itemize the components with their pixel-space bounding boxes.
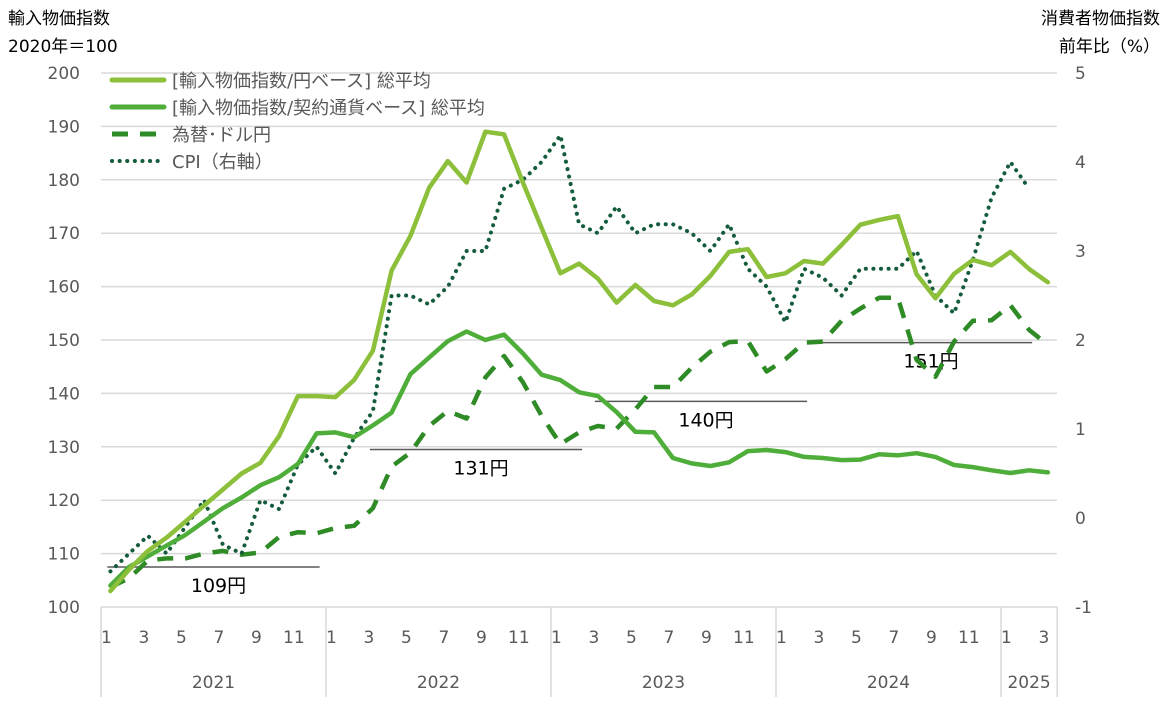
month-tick-label: 3 [138, 628, 149, 648]
right-tick-label: 0 [1075, 509, 1086, 529]
month-tick-label: 5 [176, 628, 187, 648]
left-tick-label: 100 [48, 598, 80, 618]
series-line-2 [109, 295, 1050, 590]
left-tick-label: 200 [48, 64, 80, 84]
average-rate-label: 109円 [191, 575, 246, 597]
average-rate-label: 151円 [903, 351, 958, 373]
right-axis-title-line1: 消費者物価指数 [1041, 9, 1160, 29]
month-tick-label: 3 [813, 628, 824, 648]
average-rate-label: 140円 [678, 409, 733, 431]
month-tick-label: 11 [283, 628, 305, 648]
month-tick-label: 7 [663, 628, 674, 648]
right-tick-label: 1 [1075, 420, 1086, 440]
right-tick-label: 2 [1075, 331, 1086, 351]
month-tick-label: 1 [1001, 628, 1012, 648]
left-tick-label: 160 [48, 278, 80, 298]
month-tick-label: 7 [438, 628, 449, 648]
month-tick-label: 7 [888, 628, 899, 648]
legend-label: [輸入物価指数/契約通貨ベース] 総平均 [172, 98, 485, 119]
left-axis-ticks: 200 190 180 170 160 150 140 130 120 110 100 [48, 64, 80, 618]
month-tick-label: 11 [733, 628, 755, 648]
year-label: 2021 [192, 673, 235, 693]
legend-label: [輸入物価指数/円ベース] 総平均 [172, 71, 431, 92]
month-tick-label: 9 [701, 628, 712, 648]
month-tick-label: 9 [251, 628, 262, 648]
left-tick-label: 170 [48, 224, 80, 244]
month-tick-label: 7 [213, 628, 224, 648]
right-axis-title-line2: 前年比（%） [1059, 37, 1160, 57]
left-axis-title-line1: 輸入物価指数 [8, 9, 110, 29]
year-label: 2025 [1007, 673, 1050, 693]
right-tick-label: 3 [1075, 242, 1086, 262]
right-tick-label: 4 [1075, 153, 1086, 173]
year-label: 2024 [867, 673, 910, 693]
left-tick-label: 140 [48, 384, 80, 404]
left-axis-title-line2: 2020年＝100 [8, 37, 118, 57]
month-tick-label: 11 [958, 628, 980, 648]
legend-label: 為替･ドル円 [172, 125, 271, 146]
gridlines [101, 72, 1057, 608]
left-tick-label: 190 [48, 117, 80, 137]
series-line-3 [108, 133, 1032, 574]
year-label: 2023 [642, 673, 685, 693]
month-tick-label: 5 [401, 628, 412, 648]
month-tick-label: 5 [851, 628, 862, 648]
left-tick-label: 120 [48, 491, 80, 511]
month-tick-label: 3 [1038, 628, 1049, 648]
left-tick-label: 180 [48, 171, 80, 191]
series-lines [108, 129, 1051, 594]
month-tick-label: 3 [363, 628, 374, 648]
left-tick-label: 110 [48, 545, 80, 565]
month-tick-label: 5 [626, 628, 637, 648]
month-tick-label: 3 [588, 628, 599, 648]
month-tick-label: 1 [551, 628, 562, 648]
month-tick-label: 1 [776, 628, 787, 648]
left-tick-label: 130 [48, 438, 80, 458]
series-line-1 [108, 329, 1051, 588]
month-tick-label: 1 [326, 628, 337, 648]
right-tick-label: 5 [1075, 64, 1086, 84]
series-line-0 [108, 129, 1051, 594]
average-rate-label: 131円 [453, 457, 508, 479]
month-tick-label: 9 [926, 628, 937, 648]
month-tick-label: 11 [508, 628, 530, 648]
right-axis-ticks: 5 4 3 2 1 0 -1 [1075, 64, 1092, 618]
month-tick-label: 1 [101, 628, 112, 648]
legend: [輸入物価指数/円ベース] 総平均 [輸入物価指数/契約通貨ベース] 総平均為替･… [109, 71, 485, 173]
left-tick-label: 150 [48, 331, 80, 351]
month-tick-label: 9 [476, 628, 487, 648]
legend-label: CPI（右軸） [172, 152, 273, 173]
right-tick-label: -1 [1075, 598, 1092, 618]
year-label: 2022 [417, 673, 460, 693]
